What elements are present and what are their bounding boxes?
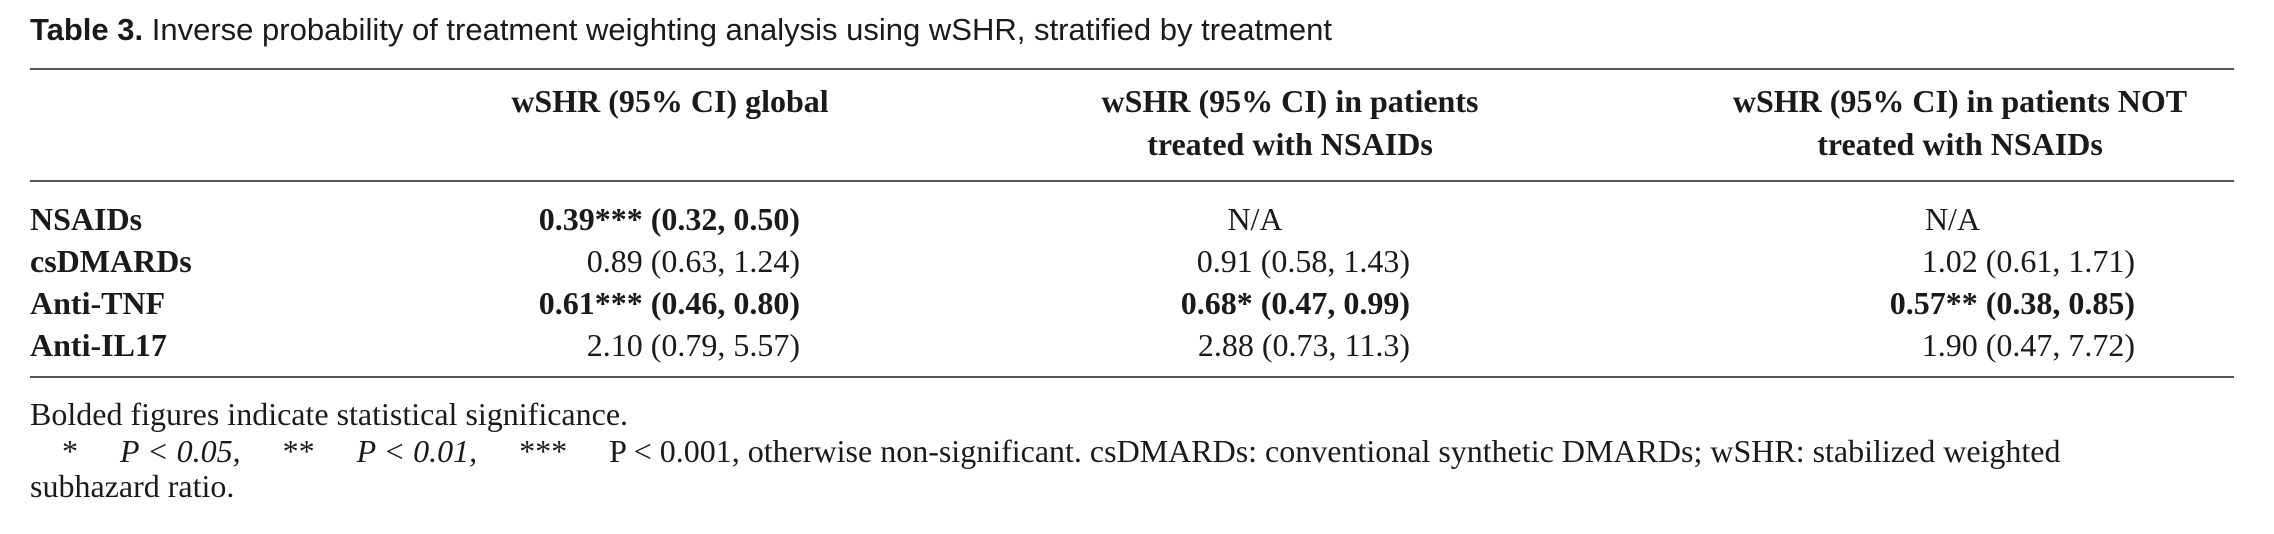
header-nsaid-line1: wSHR (95% CI) in patients	[1101, 83, 1479, 119]
footnote-p1: P < 0.05,	[120, 433, 241, 469]
header-global: wSHR (95% CI) global	[440, 80, 900, 123]
header-not-nsaid-line1: wSHR (95% CI) in patients NOT	[1732, 83, 2188, 119]
caption-label: Table 3.	[30, 12, 144, 47]
header-global-text: wSHR (95% CI) global	[511, 83, 829, 119]
row-label-anti-tnf: Anti-TNF	[30, 285, 166, 321]
bottom-rule	[30, 376, 2234, 378]
footnote-p-values: * P < 0.05, ** P < 0.01, *** P < 0.001, other…	[30, 433, 2061, 470]
footnote-p2: P < 0.01,	[356, 433, 478, 469]
footnote-star3: ***	[519, 433, 568, 469]
footnote-star1: *	[62, 433, 78, 469]
cell-anti-il17-not-nsaid: 1.90 (0.47, 7.72)	[1921, 327, 2135, 363]
top-rule	[30, 68, 2234, 70]
footnote-significance: Bolded figures indicate statistical sign…	[30, 396, 629, 432]
cell-nsaids-nsaid: N/A	[1227, 201, 1283, 237]
footnote-p3: P < 0.001, otherwise non-significant. cs…	[609, 433, 2061, 469]
cell-csdmards-nsaid: 0.91 (0.58, 1.43)	[1196, 243, 1410, 279]
header-nsaid-line2: treated with NSAIDs	[1147, 126, 1433, 162]
header-not-nsaid: wSHR (95% CI) in patients NOT treated wi…	[1690, 80, 2230, 166]
header-nsaid: wSHR (95% CI) in patients treated with N…	[1040, 80, 1540, 166]
header-rule	[30, 180, 2234, 182]
caption-text: Inverse probability of treatment weighti…	[143, 12, 1333, 47]
footnote-line3: subhazard ratio.	[30, 468, 235, 504]
cell-anti-il17-global: 2.10 (0.79, 5.57)	[586, 327, 800, 363]
row-label-nsaids: NSAIDs	[30, 201, 143, 237]
cell-anti-tnf-nsaid: 0.68* (0.47, 0.99)	[1180, 285, 1410, 321]
cell-anti-tnf-not-nsaid: 0.57** (0.38, 0.85)	[1889, 285, 2135, 321]
cell-nsaids-not-nsaid: N/A	[1924, 201, 1981, 237]
row-label-csdmards: csDMARDs	[30, 243, 192, 279]
cell-csdmards-not-nsaid: 1.02 (0.61, 1.71)	[1921, 243, 2135, 279]
header-not-nsaid-line2: treated with NSAIDs	[1817, 126, 2103, 162]
table-caption: Table 3. Inverse probability of treatmen…	[30, 10, 1332, 50]
footnote-star2: **	[282, 433, 315, 469]
cell-nsaids-global: 0.39*** (0.32, 0.50)	[538, 201, 800, 237]
cell-anti-tnf-global: 0.61*** (0.46, 0.80)	[538, 285, 800, 321]
cell-anti-il17-nsaid: 2.88 (0.73, 11.3)	[1197, 327, 1410, 363]
row-label-anti-il17: Anti-IL17	[30, 327, 167, 363]
cell-csdmards-global: 0.89 (0.63, 1.24)	[586, 243, 800, 279]
